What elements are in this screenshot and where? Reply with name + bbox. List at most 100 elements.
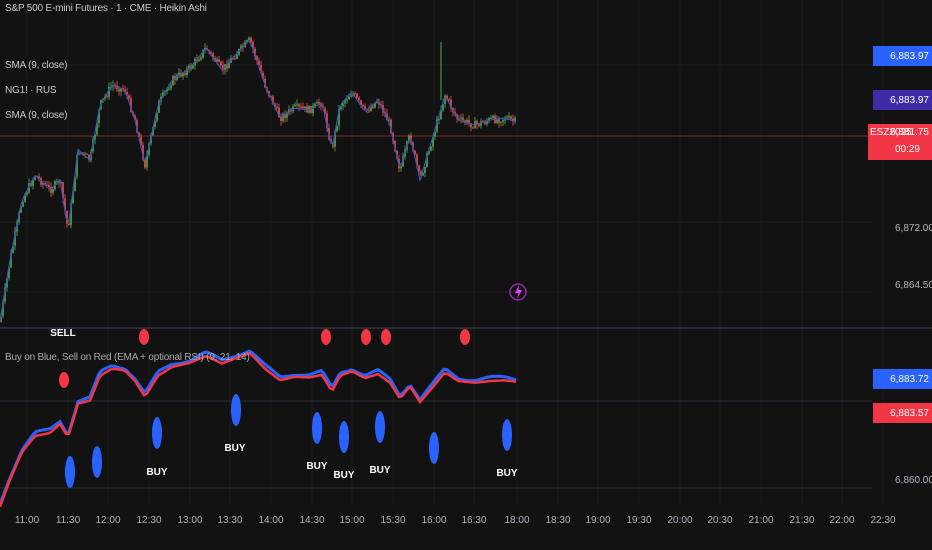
candle-body <box>336 125 338 132</box>
candle-body <box>170 85 172 89</box>
price-tag-top: 6,883.97 <box>873 46 932 66</box>
candle-body <box>186 68 188 76</box>
candle-body <box>426 153 428 168</box>
candle-body <box>360 100 362 105</box>
candle-body <box>152 126 154 136</box>
candle-body <box>312 105 314 114</box>
indicator-legend[interactable]: Buy on Blue, Sell on Red (EMA + optional… <box>5 352 250 363</box>
candle-body <box>380 104 382 106</box>
candle-body <box>386 113 388 121</box>
candle-body <box>370 106 372 112</box>
candle-body <box>14 231 16 246</box>
time-axis-label: 11:30 <box>55 515 81 526</box>
candle-body <box>286 112 288 118</box>
candle-body <box>490 117 492 119</box>
candle-body <box>72 191 74 204</box>
last-price: 6,881.75 <box>890 127 929 138</box>
buy-signal-dot <box>312 412 322 444</box>
candle-body <box>68 223 70 226</box>
time-axis-label: 13:30 <box>217 515 243 526</box>
candle-body <box>172 76 174 86</box>
candle-body <box>144 159 146 168</box>
candle-body <box>334 131 336 147</box>
candle-body <box>502 119 504 122</box>
candle-body <box>486 121 488 124</box>
candle-body <box>2 301 4 316</box>
candle-body <box>282 113 284 122</box>
price-axis-label: 6,860.00 <box>895 475 932 486</box>
candle-body <box>296 104 298 106</box>
time-axis-label: 18:30 <box>545 515 571 526</box>
candle-body <box>492 115 494 118</box>
time-axis-label: 14:30 <box>299 515 325 526</box>
candle-body <box>476 121 478 125</box>
candle-body <box>108 86 110 97</box>
buy-signal-dot <box>339 421 349 453</box>
time-axis-label: 14:00 <box>258 515 284 526</box>
buy-signal-label: BUY <box>333 470 355 481</box>
buy-signal-dot <box>375 411 385 443</box>
time-axis-label: 20:30 <box>707 515 733 526</box>
indicator-tag-blue: 6,883.72 <box>873 369 932 389</box>
candle-body <box>324 108 326 114</box>
buy-signal-dot <box>502 419 512 451</box>
candle-body <box>354 93 356 95</box>
candle-body <box>270 95 272 97</box>
candle-body <box>468 120 470 123</box>
lightning-icon[interactable] <box>509 283 527 301</box>
candle-body <box>6 277 8 288</box>
last-price-tag: ESZ2025 6,881.75 00:29 <box>868 124 932 160</box>
candle-body <box>30 183 32 186</box>
candle-body <box>226 63 228 69</box>
candle-body <box>34 176 36 180</box>
candle-body <box>212 53 214 59</box>
time-axis-label: 19:30 <box>626 515 652 526</box>
time-axis-label: 11:00 <box>14 515 40 526</box>
sma-legend-2[interactable]: SMA (9, close) <box>5 110 68 121</box>
candle-body <box>188 65 190 69</box>
candle-body <box>288 109 290 113</box>
candle-body <box>130 98 132 112</box>
time-axis-label: 15:00 <box>339 515 365 526</box>
ng1-legend[interactable]: NG1! · RUS <box>5 85 57 96</box>
candle-body <box>202 49 204 58</box>
time-axis-label: 19:00 <box>585 515 611 526</box>
ema-fast-line <box>0 349 517 505</box>
candle-body <box>118 89 120 92</box>
candle-body <box>478 124 480 126</box>
indicator-tag-red: 6,883.57 <box>873 403 932 423</box>
candle-body <box>376 102 378 104</box>
candle-body <box>64 198 66 211</box>
candle-body <box>460 117 462 119</box>
candle-body <box>438 119 440 121</box>
sell-signal-dot <box>321 329 331 345</box>
candle-body <box>86 153 88 155</box>
buy-signal-dot <box>429 432 439 464</box>
candle-body <box>248 37 250 41</box>
symbol-legend[interactable]: S&P 500 E-mini Futures · 1 · CME · Heiki… <box>5 3 207 14</box>
candle-body <box>50 187 52 193</box>
candle-body <box>382 105 384 113</box>
candle-body <box>304 106 306 109</box>
buy-signal-dot <box>92 446 102 478</box>
candle-body <box>184 73 186 76</box>
symbol-code: ESZ2025 <box>870 127 912 138</box>
sma-legend[interactable]: SMA (9, close) <box>5 60 68 71</box>
sell-signal-dot <box>361 329 371 345</box>
candle-body <box>84 153 86 155</box>
candle-body <box>356 93 358 98</box>
candle-body <box>390 119 392 134</box>
candle-body <box>430 146 432 151</box>
candle-body <box>70 203 72 226</box>
candle-body <box>436 119 438 132</box>
candle-body <box>340 105 342 110</box>
candle-body <box>28 183 30 193</box>
candle-body <box>66 210 68 224</box>
candle-body <box>418 165 420 172</box>
candle-body <box>234 58 236 60</box>
candle-body <box>298 104 300 107</box>
candle-body <box>316 102 318 104</box>
candle-body <box>462 117 464 121</box>
